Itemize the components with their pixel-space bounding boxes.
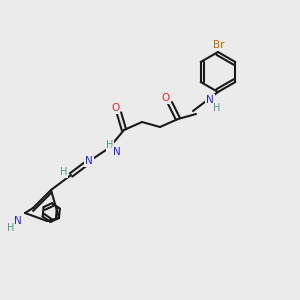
Text: N: N	[206, 95, 214, 105]
Text: N: N	[14, 216, 22, 226]
Text: H: H	[213, 103, 221, 113]
Text: Br: Br	[213, 40, 225, 50]
Text: N: N	[113, 147, 121, 157]
Text: O: O	[111, 103, 119, 113]
Text: H: H	[106, 140, 114, 150]
Text: N: N	[85, 156, 93, 166]
Text: H: H	[7, 223, 15, 233]
Text: O: O	[162, 93, 170, 103]
Text: H: H	[60, 167, 68, 177]
